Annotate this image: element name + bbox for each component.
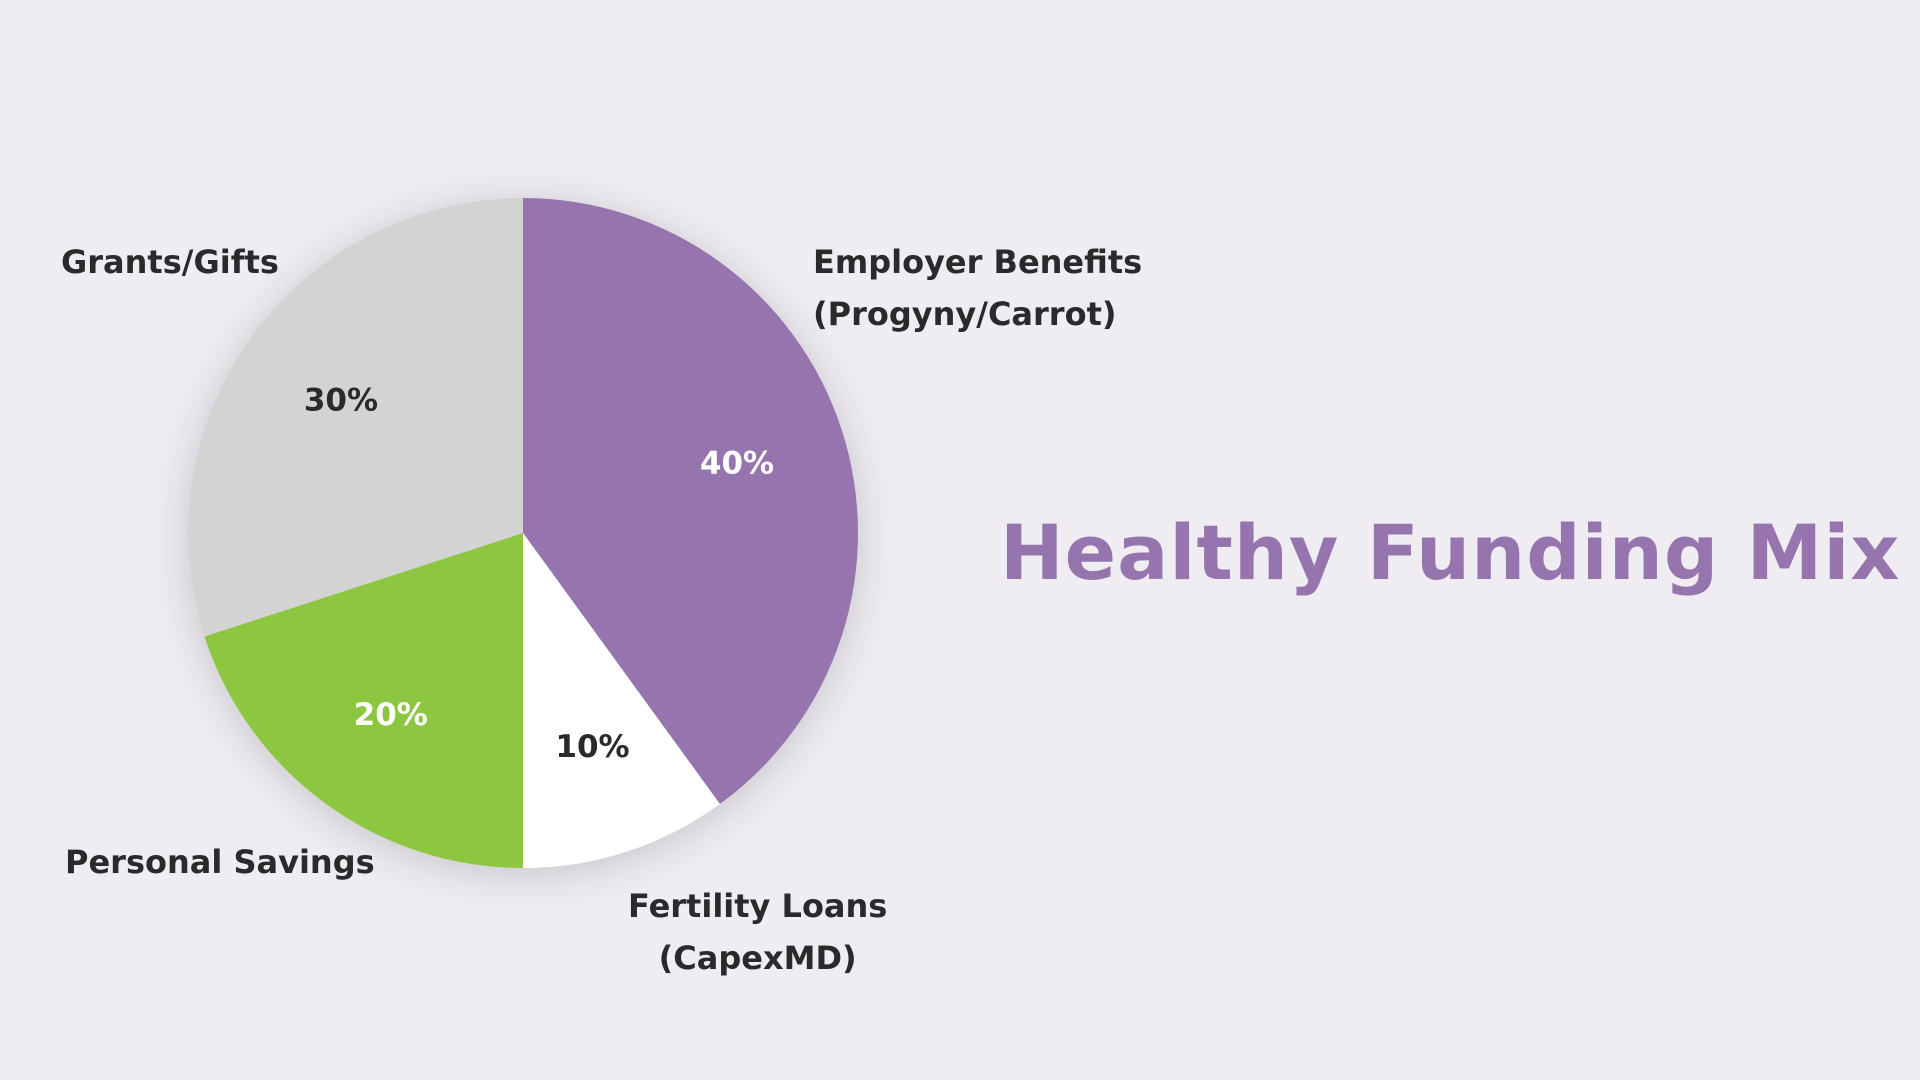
- slice-label-fertility-loans: Fertility Loans (CapexMD): [628, 880, 887, 984]
- pie-value-label: 20%: [354, 697, 428, 733]
- pie-slice-grants-gifts: [187, 198, 523, 637]
- slice-label-line: (CapexMD): [658, 939, 857, 977]
- slice-label-line: (Progyny/Carrot): [813, 295, 1117, 333]
- slice-label-line: Grants/Gifts: [61, 243, 279, 281]
- slice-label-employer-benefits: Employer Benefits (Progyny/Carrot): [813, 236, 1142, 340]
- slice-label-line: Fertility Loans: [628, 887, 888, 925]
- chart-title: Healthy Funding Mix: [1000, 508, 1901, 597]
- pie-slices: [187, 198, 859, 868]
- pie-slice-personal-savings: [204, 533, 524, 868]
- slice-label-grants-gifts: Grants/Gifts: [61, 236, 279, 288]
- slice-label-line: Employer Benefits: [813, 243, 1143, 281]
- pie-value-label: 40%: [700, 445, 774, 481]
- pie-value-label: 10%: [555, 729, 629, 765]
- slice-label-personal-savings: Personal Savings: [65, 836, 375, 888]
- pie-slice-fertility-loans-capexmd: [523, 533, 720, 868]
- slice-label-line: Personal Savings: [65, 843, 375, 881]
- pie-value-labels: 40% 10% 20% 30%: [304, 383, 774, 765]
- pie-value-label: 30%: [304, 383, 378, 419]
- pie-slice-employer-benefits-progyny-carrot: [523, 198, 859, 805]
